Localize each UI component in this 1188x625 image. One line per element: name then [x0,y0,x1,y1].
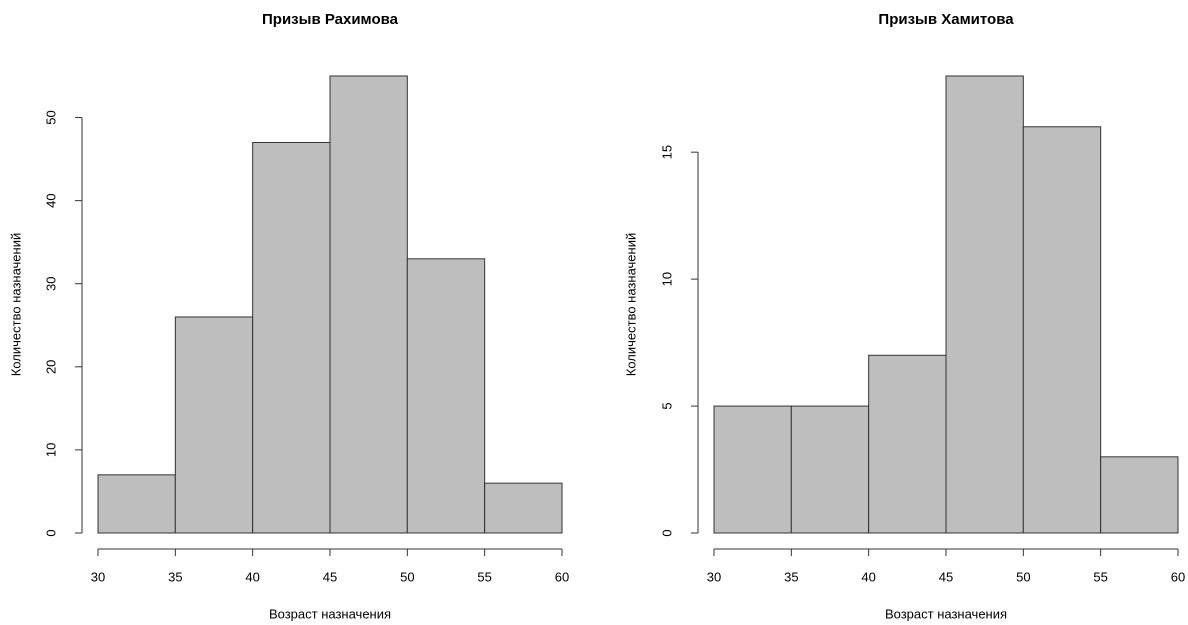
bar [1100,456,1179,534]
chart-title: Призыв Хамитова [878,11,1014,28]
y-tick-label: 15 [659,145,674,159]
x-tick-label: 45 [323,569,337,584]
y-tick-label: 50 [43,110,58,124]
x-axis-label: Возраст назначения [269,606,391,621]
y-tick-label: 40 [43,193,58,207]
y-axis-label: Количество назначений [8,233,23,376]
x-tick-label: 40 [245,569,259,584]
y-tick-label: 10 [43,443,58,457]
x-tick-label: 50 [400,569,414,584]
bar [713,405,792,534]
bar [97,474,176,534]
x-tick-label: 35 [168,569,182,584]
bar [790,405,870,534]
bar [174,316,254,534]
x-tick-label: 45 [939,569,953,584]
x-tick-label: 35 [784,569,798,584]
x-tick-label: 60 [1171,569,1185,584]
y-tick-label: 0 [43,529,58,536]
x-tick-label: 40 [861,569,875,584]
x-tick-label: 60 [555,569,569,584]
x-tick-label: 55 [1093,569,1107,584]
x-tick-label: 55 [477,569,491,584]
chart-title: Призыв Рахимова [262,11,399,28]
y-tick-label: 20 [43,360,58,374]
x-tick-label: 50 [1016,569,1030,584]
y-tick-label: 5 [659,402,674,409]
bar [945,75,1024,534]
bar [252,141,331,534]
y-tick-label: 30 [43,276,58,290]
y-tick-label: 0 [659,529,674,536]
bar [329,75,408,534]
y-axis-label: Количество назначений [623,233,638,376]
x-tick-label: 30 [91,569,105,584]
bar [484,482,563,534]
bar [868,354,947,534]
bar [406,258,486,534]
x-axis-label: Возраст назначения [885,606,1007,621]
x-tick-label: 30 [707,569,721,584]
bar [1022,126,1102,534]
y-tick-label: 10 [659,272,674,286]
